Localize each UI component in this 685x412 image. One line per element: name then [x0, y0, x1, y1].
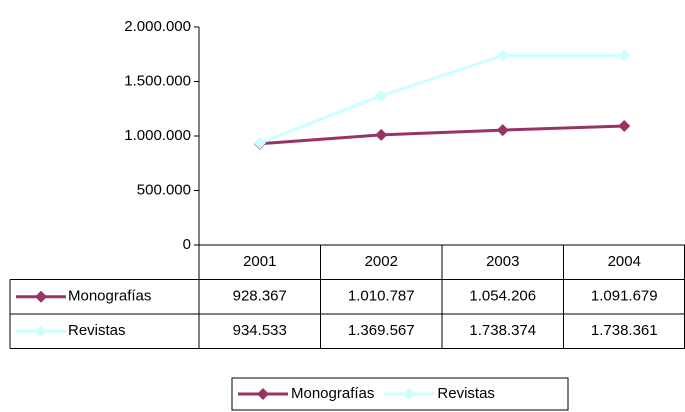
- series-line: [259, 54, 625, 145]
- x-tick-label: 2003: [486, 253, 519, 270]
- marker: [496, 124, 509, 137]
- marker: [403, 388, 416, 400]
- row-label: Revistas: [68, 322, 126, 339]
- x-tick-label: 2002: [365, 253, 398, 270]
- marker: [375, 128, 388, 141]
- table-value: 1.010.787: [348, 288, 415, 305]
- y-tick-label: 1.500.000: [124, 72, 191, 89]
- table-value: 1.738.361: [591, 322, 658, 339]
- x-tick-label: 2004: [608, 253, 641, 270]
- marker: [618, 120, 631, 133]
- y-tick-label: 0: [183, 236, 191, 253]
- table-value: 1.738.374: [469, 322, 536, 339]
- y-tick-label: 1.000.000: [124, 127, 191, 144]
- legend-label: Monografías: [291, 385, 374, 402]
- marker: [496, 49, 509, 62]
- marker: [375, 89, 388, 102]
- table-value: 928.367: [233, 288, 287, 305]
- legend-label: Revistas: [437, 385, 495, 402]
- marker: [35, 325, 47, 338]
- series-line: [259, 124, 625, 146]
- table-value: 1.091.679: [591, 288, 658, 305]
- table-value: 934.533: [233, 322, 287, 339]
- row-label: Monografías: [68, 288, 151, 305]
- marker: [618, 49, 631, 62]
- table-value: 1.054.206: [469, 288, 536, 305]
- y-tick-label: 2.000.000: [124, 18, 191, 35]
- marker: [257, 388, 269, 400]
- marker: [35, 290, 47, 303]
- marker: [253, 137, 266, 150]
- y-tick-label: 500.000: [137, 181, 191, 198]
- table-value: 1.369.567: [348, 322, 415, 339]
- x-tick-label: 2001: [243, 253, 276, 270]
